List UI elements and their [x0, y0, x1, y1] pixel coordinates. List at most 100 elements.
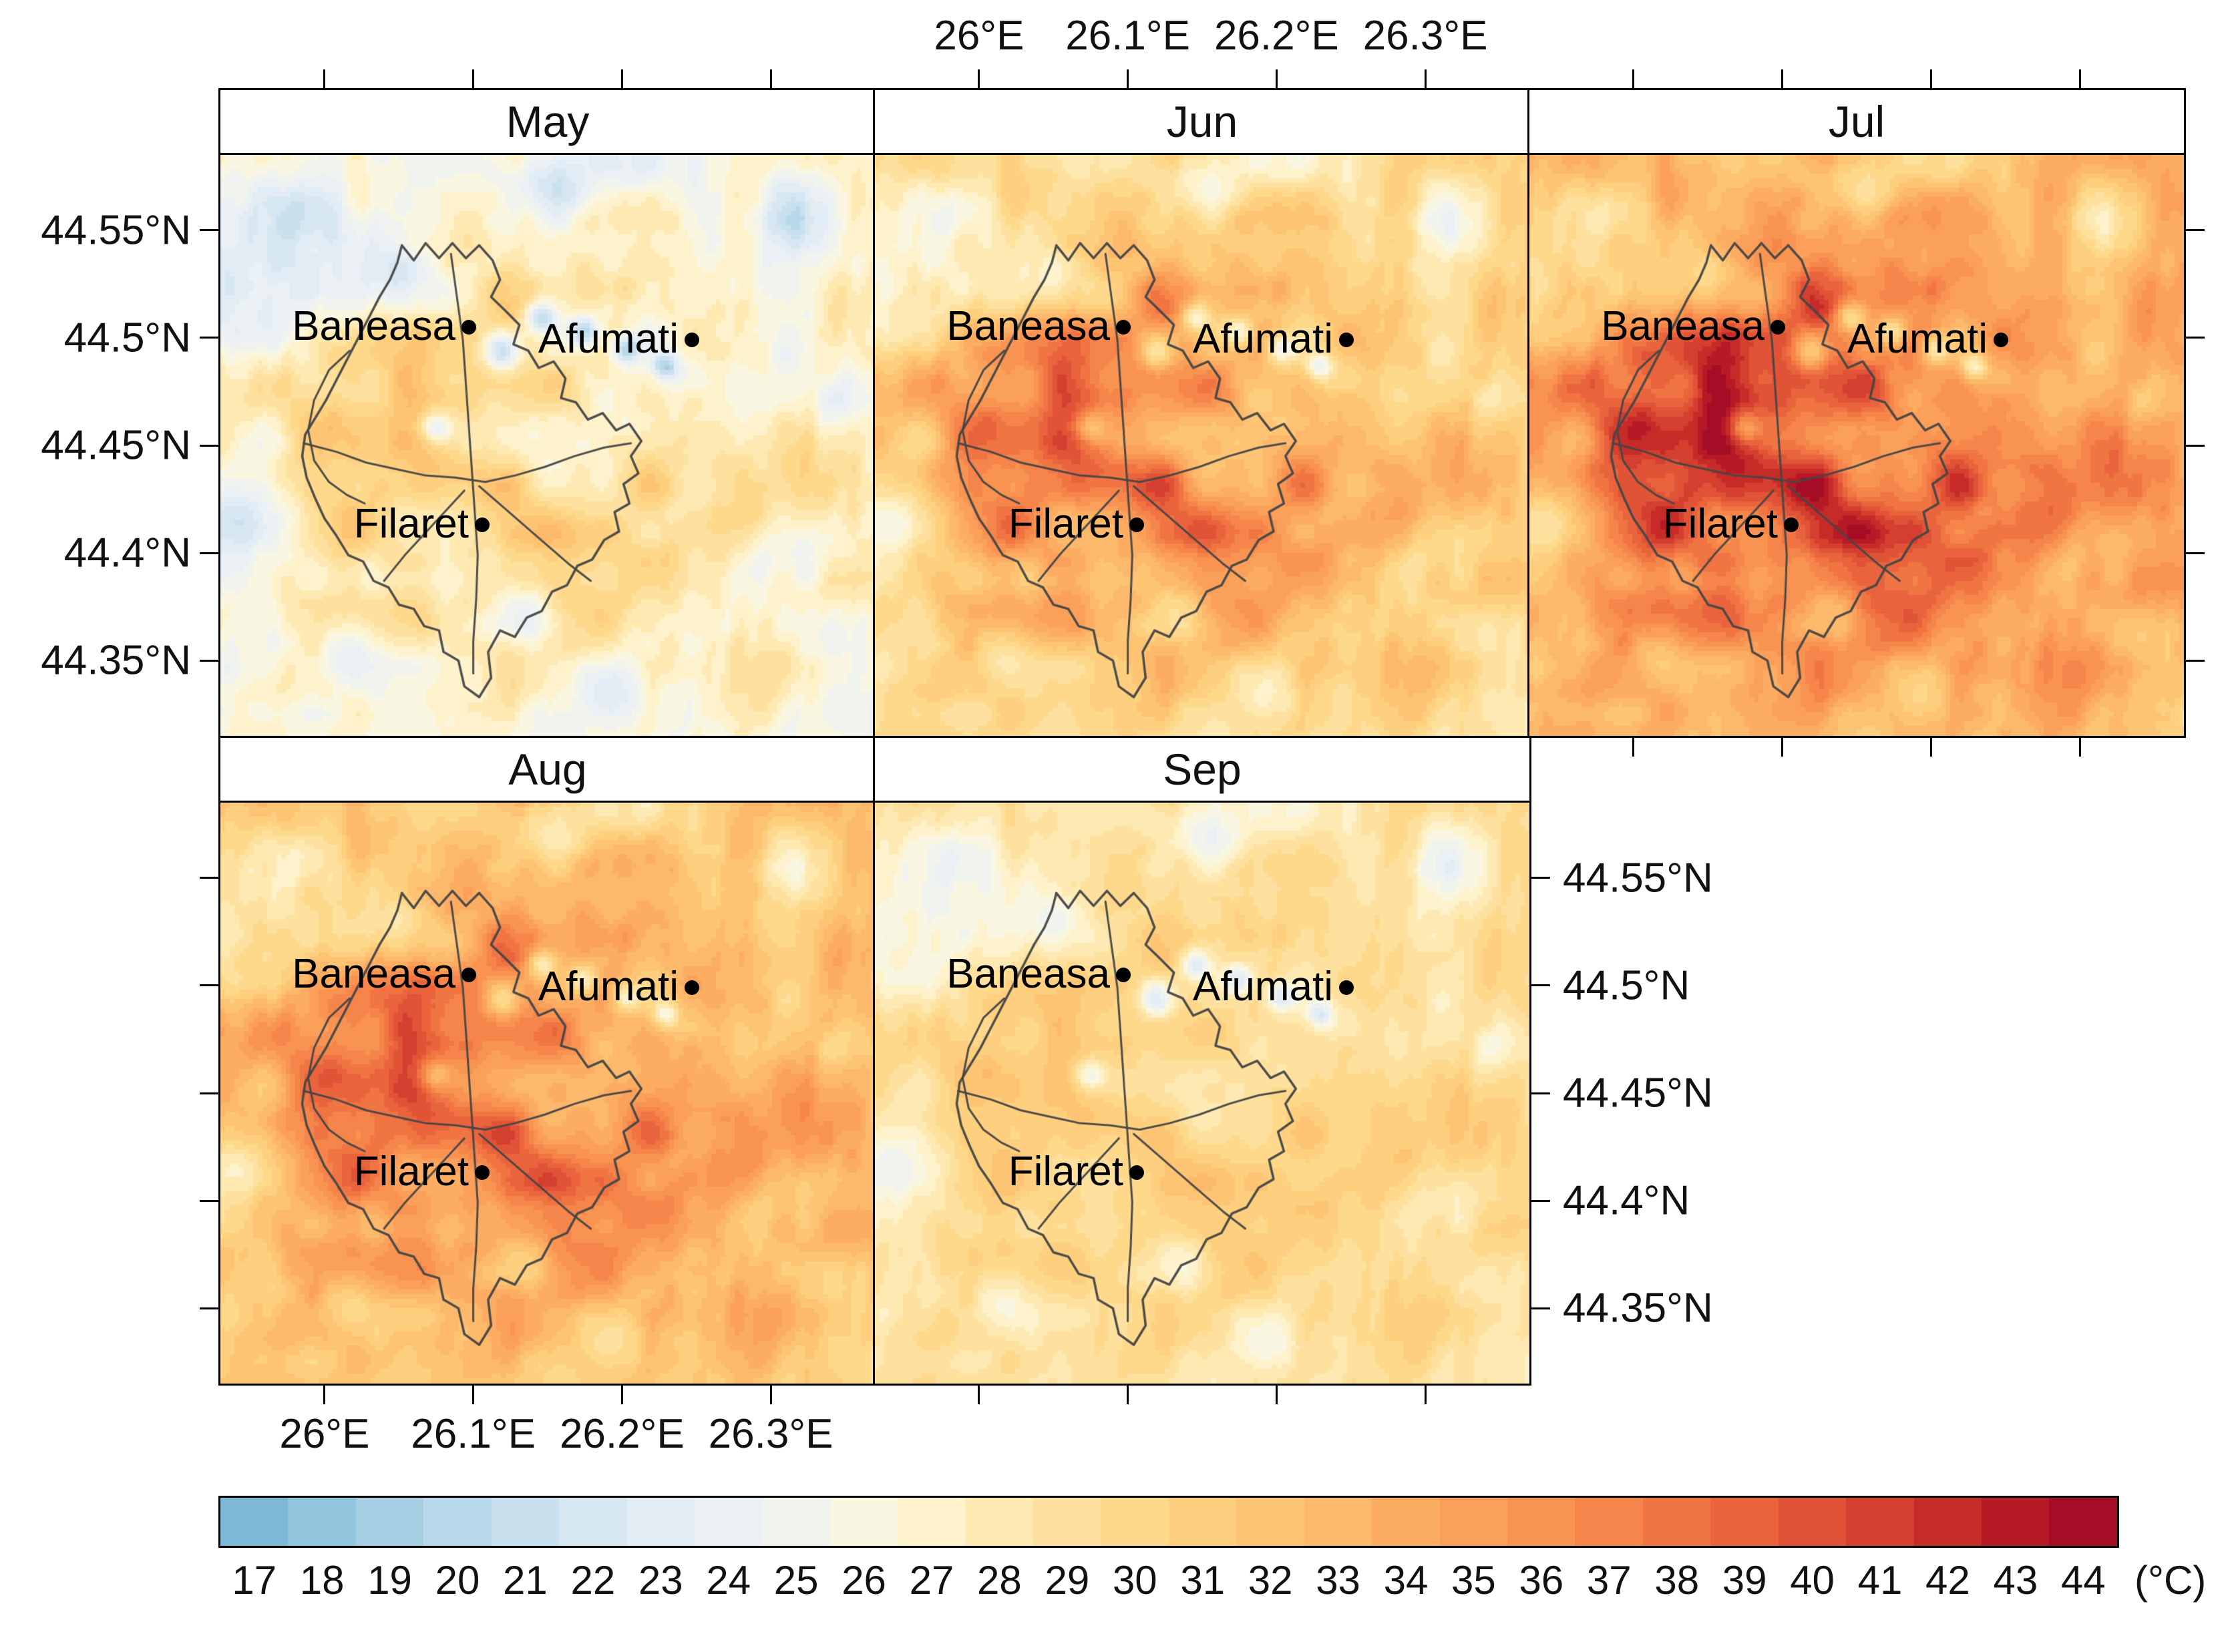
colorbar-segment-17 — [220, 1498, 289, 1546]
station-overlay-aug: Baneasa Afumati Filaret — [220, 803, 875, 1384]
colorbar-segment-32 — [1236, 1498, 1304, 1546]
colorbar-tick-label: 19 — [367, 1558, 412, 1603]
lat-tick-left — [200, 337, 218, 339]
lon-tick-bottom — [1127, 1386, 1129, 1404]
lat-axis-label-right: 44.45°N — [1563, 1070, 1713, 1116]
colorbar-segment-42 — [1913, 1498, 1982, 1546]
panel-may: May Baneasa Afumati Filaret — [218, 88, 877, 738]
colorbar-tick-label: 21 — [503, 1558, 548, 1603]
panel-jun: Jun Baneasa Afumati Filaret — [873, 88, 1531, 738]
colorbar-tick-label: 23 — [638, 1558, 683, 1603]
station-label-afumati: Afumati — [538, 316, 679, 363]
colorbar-tick-label: 28 — [977, 1558, 1022, 1603]
station-label-filaret: Filaret — [353, 501, 469, 548]
lon-tick-bottom — [1424, 1386, 1427, 1404]
panel-aug: Aug Baneasa Afumati Filaret — [218, 736, 877, 1386]
colorbar-segment-39 — [1710, 1498, 1779, 1546]
lon-tick-bottom — [1781, 738, 1784, 757]
lat-tick-right — [2186, 444, 2205, 447]
lon-tick-bottom — [1929, 738, 1932, 757]
lat-tick-right — [1531, 1092, 1550, 1094]
colorbar-segment-30 — [1101, 1498, 1169, 1546]
colorbar-segment-36 — [1507, 1498, 1575, 1546]
colorbar-tick-label: 42 — [1925, 1558, 1970, 1603]
station-marker-afumati — [1339, 333, 1354, 348]
panel-title-label: Jun — [1166, 97, 1238, 146]
lat-tick-left — [200, 877, 218, 879]
colorbar-tick-label: 37 — [1586, 1558, 1632, 1603]
colorbar-segment-25 — [762, 1498, 830, 1546]
station-overlay-jun: Baneasa Afumati Filaret — [875, 155, 1529, 736]
colorbar-segment-34 — [1372, 1498, 1440, 1546]
station-label-afumati: Afumati — [538, 964, 679, 1010]
lat-tick-right — [2186, 229, 2205, 232]
colorbar-tick-label: 29 — [1045, 1558, 1090, 1603]
colorbar-segment-29 — [1033, 1498, 1101, 1546]
panel-title-aug: Aug — [218, 736, 877, 803]
colorbar-segment-38 — [1642, 1498, 1711, 1546]
lat-axis-label-left: 44.55°N — [41, 207, 191, 254]
colorbar-tick-label: 34 — [1383, 1558, 1429, 1603]
lon-tick-bottom — [620, 1386, 623, 1404]
colorbar-tick-label: 38 — [1654, 1558, 1700, 1603]
station-label-baneasa: Baneasa — [946, 950, 1110, 997]
panel-map-jun: Baneasa Afumati Filaret — [873, 153, 1531, 738]
panel-title-label: Sep — [1163, 745, 1242, 794]
lon-tick-top — [1632, 69, 1635, 88]
colorbar-tick-label: 43 — [1993, 1558, 2038, 1603]
lat-tick-left — [200, 1199, 218, 1202]
colorbar-segment-28 — [965, 1498, 1034, 1546]
lon-axis-label-top: 26°E — [934, 13, 1025, 59]
colorbar-segment-18 — [288, 1498, 356, 1546]
station-label-baneasa: Baneasa — [292, 950, 455, 997]
colorbar-segment-33 — [1304, 1498, 1372, 1546]
station-label-baneasa: Baneasa — [292, 302, 455, 349]
station-label-filaret: Filaret — [1662, 501, 1778, 548]
colorbar-tick-label: 40 — [1790, 1558, 1835, 1603]
lat-tick-right — [1531, 1199, 1550, 1202]
colorbar-segment-26 — [829, 1498, 898, 1546]
lat-axis-label-left: 44.4°N — [63, 530, 191, 576]
colorbar-tick-label: 35 — [1451, 1558, 1496, 1603]
lon-tick-top — [769, 69, 772, 88]
lon-tick-bottom — [2078, 738, 2081, 757]
colorbar-tick-label: 24 — [706, 1558, 751, 1603]
lon-tick-bottom — [1275, 1386, 1278, 1404]
lon-tick-top — [1929, 69, 1932, 88]
colorbar-unit-label: (°C) — [2134, 1558, 2207, 1603]
lon-tick-top — [620, 69, 623, 88]
panel-title-sep: Sep — [873, 736, 1531, 803]
lat-tick-left — [200, 1307, 218, 1309]
colorbar-segment-21 — [491, 1498, 560, 1546]
panel-sep: Sep Baneasa Afumati Filaret — [873, 736, 1531, 1386]
station-marker-baneasa — [1115, 967, 1131, 982]
lat-axis-label-right: 44.5°N — [1563, 962, 1690, 1009]
station-marker-afumati — [685, 333, 700, 348]
lst-raster-may — [220, 155, 875, 736]
colorbar-tick-label: 20 — [435, 1558, 480, 1603]
station-overlay-jul: Baneasa Afumati Filaret — [1529, 155, 2184, 736]
colorbar-tick-label: 17 — [232, 1558, 277, 1603]
station-marker-baneasa — [1115, 319, 1131, 335]
lon-tick-bottom — [472, 1386, 475, 1404]
lst-raster-jun — [875, 155, 1529, 736]
lon-axis-label-top: 26.3°E — [1362, 13, 1488, 59]
panel-map-sep: Baneasa Afumati Filaret — [873, 801, 1531, 1386]
colorbar-tick-label: 30 — [1112, 1558, 1157, 1603]
colorbar-tick-label: 44 — [2060, 1558, 2106, 1603]
station-label-afumati: Afumati — [1192, 316, 1334, 363]
colorbar-tick-label: 27 — [909, 1558, 954, 1603]
lon-tick-bottom — [978, 1386, 980, 1404]
panel-title-may: May — [218, 88, 877, 155]
colorbar-segment-22 — [559, 1498, 627, 1546]
station-label-baneasa: Baneasa — [946, 302, 1110, 349]
lat-tick-left — [200, 984, 218, 987]
colorbar-segment-19 — [355, 1498, 424, 1546]
lon-tick-top — [2078, 69, 2081, 88]
lon-axis-label-top: 26.2°E — [1214, 13, 1339, 59]
colorbar-segment-27 — [898, 1498, 966, 1546]
lat-tick-right — [2186, 659, 2205, 662]
colorbar-tick-label: 36 — [1519, 1558, 1564, 1603]
lat-tick-left — [200, 659, 218, 662]
colorbar-segment-37 — [1575, 1498, 1643, 1546]
